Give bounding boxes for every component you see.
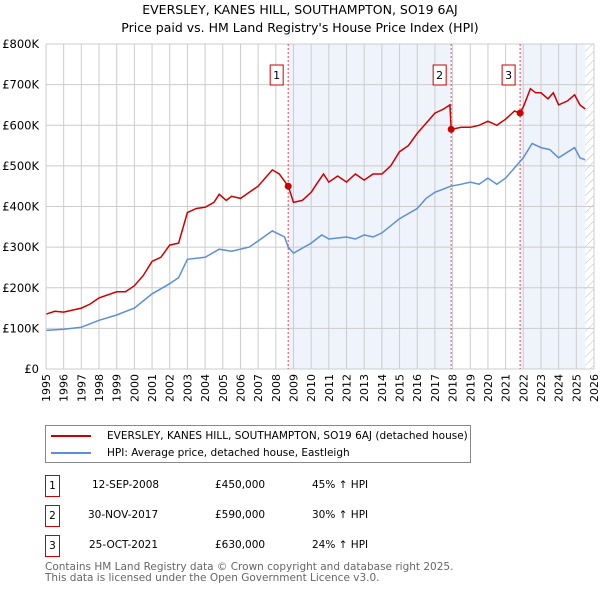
x-tick-label: 2025 — [570, 374, 583, 402]
x-tick-label: 1997 — [75, 374, 88, 402]
table-row: 2 30-NOV-2017 £590,000 30% ↑ HPI — [45, 505, 445, 527]
sale-marker: 1 — [45, 475, 60, 497]
x-tick-label: 2024 — [553, 374, 566, 402]
sale-price: £630,000 — [215, 539, 266, 551]
sale-label: 2 — [436, 69, 443, 82]
x-tick-label: 2002 — [164, 374, 177, 402]
table-row: 1 12-SEP-2008 £450,000 45% ↑ HPI — [45, 475, 445, 497]
y-tick-label: £400K — [2, 200, 39, 214]
y-tick-label: £300K — [2, 240, 39, 254]
x-tick-label: 2009 — [287, 374, 300, 402]
sale-label-box — [432, 64, 447, 86]
footer-copyright: Contains HM Land Registry data © Crown c… — [45, 561, 454, 573]
x-tick-label: 2001 — [146, 374, 159, 402]
sale-label-box — [501, 64, 516, 86]
chart-subtitle: Price paid vs. HM Land Registry's House … — [121, 20, 479, 35]
footer-licence: This data is licensed under the Open Gov… — [45, 572, 380, 584]
sale-label: 1 — [273, 69, 280, 82]
chart-plot: 1995 1996 1997 1998 1999 2000 2001 2002 2003 2004… — [2, 37, 600, 402]
legend: EVERSLEY, KANES HILL, SOUTHAMPTON, SO19 … — [45, 425, 471, 463]
x-tick-label: 2000 — [128, 374, 141, 402]
sale-hpi: 24% ↑ HPI — [312, 539, 369, 551]
x-tick-label: 2006 — [234, 374, 247, 402]
x-tick-label: 2014 — [376, 374, 389, 402]
x-tick-label: 1998 — [93, 374, 106, 402]
x-tick-label: 2016 — [411, 374, 424, 402]
x-tick-label: 2008 — [270, 374, 283, 402]
x-tick-label: 2003 — [181, 374, 194, 402]
sale-date: 30-NOV-2017 — [88, 509, 159, 521]
y-tick-label: £500K — [2, 159, 39, 173]
sale-price: £590,000 — [215, 509, 266, 521]
x-tick-label: 2026 — [588, 374, 600, 402]
x-tick-label: 2010 — [305, 374, 318, 402]
x-tick-label: 2004 — [199, 374, 212, 402]
sale-price: £450,000 — [215, 479, 266, 491]
legend-swatch-hpi — [51, 452, 91, 454]
sale-point — [447, 125, 455, 133]
x-tick-label: 2023 — [535, 374, 548, 402]
x-tick-label: 2021 — [500, 374, 513, 402]
x-tick-label: 2005 — [217, 374, 230, 402]
table-row: 3 25-OCT-2021 £630,000 24% ↑ HPI — [45, 535, 445, 557]
x-tick-label: 1995 — [40, 374, 53, 402]
legend-label-property: EVERSLEY, KANES HILL, SOUTHAMPTON, SO19 … — [107, 430, 468, 442]
x-tick-label: 2022 — [517, 374, 530, 402]
chart-title: EVERSLEY, KANES HILL, SOUTHAMPTON, SO19 … — [142, 2, 458, 17]
x-tick-label: 1996 — [58, 374, 71, 402]
x-tick-label: 2007 — [252, 374, 265, 402]
x-tick-label: 1999 — [111, 374, 124, 402]
sale-label: 3 — [505, 69, 512, 82]
x-tick-label: 2020 — [482, 374, 495, 402]
y-tick-label: £600K — [2, 118, 39, 132]
x-tick-label: 2017 — [429, 374, 442, 402]
x-tick-label: 2013 — [358, 374, 371, 402]
y-tick-label: £200K — [2, 281, 39, 295]
sale-marker: 2 — [45, 505, 60, 527]
legend-swatch-property — [51, 435, 91, 437]
sale-point — [516, 109, 524, 117]
legend-label-hpi: HPI: Average price, detached house, East… — [107, 447, 350, 459]
x-tick-label: 2011 — [323, 374, 336, 402]
sale-hpi: 45% ↑ HPI — [312, 479, 369, 491]
hpi-line — [45, 142, 586, 332]
y-tick-label: £700K — [2, 78, 39, 92]
y-tick-label: £100K — [2, 321, 39, 335]
y-tick-label: £0 — [24, 362, 39, 376]
x-tick-label: 2015 — [394, 374, 407, 402]
x-tick-label: 2018 — [447, 374, 460, 402]
sale-label-box — [269, 64, 284, 86]
sale-date: 12-SEP-2008 — [92, 479, 160, 491]
x-tick-label: 2019 — [464, 374, 477, 402]
sale-hpi: 30% ↑ HPI — [312, 509, 369, 521]
sale-marker: 3 — [45, 535, 60, 557]
sale-point — [284, 182, 292, 190]
sale-date: 25-OCT-2021 — [89, 539, 158, 551]
y-tick-label: £800K — [2, 37, 39, 51]
x-tick-label: 2012 — [341, 374, 354, 402]
